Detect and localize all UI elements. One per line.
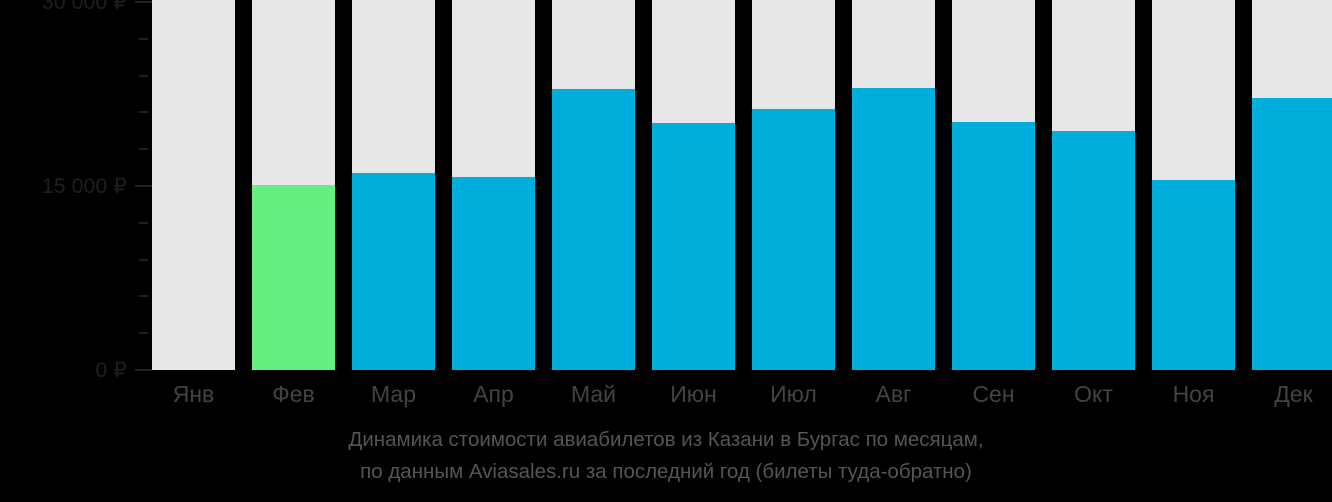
chart-caption: Динамика стоимости авиабилетов из Казани…: [0, 424, 1332, 488]
bar-value[interactable]: [1252, 98, 1332, 370]
bar-value[interactable]: [252, 184, 335, 370]
bar-column[interactable]: [452, 0, 535, 372]
x-axis-label: Авг: [875, 381, 912, 407]
y-axis-tick-mark: [139, 37, 148, 40]
bar-column[interactable]: [152, 0, 235, 372]
x-axis-label: Мар: [370, 381, 416, 407]
bar-value[interactable]: [652, 123, 735, 370]
caption-line-1: Динамика стоимости авиабилетов из Казани…: [348, 428, 984, 451]
x-axis-label: Фев: [272, 381, 315, 407]
bar-column[interactable]: [1052, 0, 1135, 372]
x-axis-label: Июл: [770, 381, 817, 407]
y-axis-tick-mark: [135, 185, 152, 187]
x-axis-labels: Янв Фев Мар Апр Май Июн Июл Авг Сен Окт Ноя Дек: [152, 372, 1332, 420]
bar-column[interactable]: [1152, 0, 1235, 372]
bar-value[interactable]: [1152, 180, 1235, 370]
x-axis-label: Апр: [473, 381, 514, 407]
bar-column[interactable]: [352, 0, 435, 372]
bar-column[interactable]: [1252, 0, 1332, 372]
y-axis-tick-mark: [139, 74, 148, 77]
y-axis-tick-mark: [139, 221, 148, 224]
plot-area: 30 000 ₽ 15 000 ₽ 0 ₽: [0, 0, 1332, 381]
y-axis-tick-mark: [135, 369, 152, 371]
y-axis-tick-label: 0 ₽: [95, 358, 127, 382]
bar-column[interactable]: [652, 0, 735, 372]
caption-line-2: по данным Aviasales.ru за последний год …: [360, 460, 972, 483]
y-axis-tick-label: 30 000 ₽: [41, 0, 127, 14]
bar-value[interactable]: [752, 109, 835, 370]
y-axis-tick-mark: [139, 295, 148, 298]
bar-column[interactable]: [252, 0, 335, 372]
x-axis-label: Ноя: [1172, 381, 1215, 407]
y-axis-tick-mark: [139, 258, 148, 261]
bar-value[interactable]: [1052, 131, 1135, 370]
y-axis-tick-mark: [139, 148, 148, 151]
bar-column[interactable]: [752, 0, 835, 372]
bar-column[interactable]: [852, 0, 935, 372]
bar-value[interactable]: [852, 88, 935, 370]
y-axis: 30 000 ₽ 15 000 ₽ 0 ₽: [0, 0, 152, 381]
bar-value[interactable]: [452, 177, 535, 370]
y-axis-tick-mark: [139, 332, 148, 335]
bar-column[interactable]: [552, 0, 635, 372]
x-axis-label: Май: [570, 381, 617, 407]
bar-value[interactable]: [952, 122, 1035, 370]
bar-value[interactable]: [552, 89, 635, 370]
bar-value[interactable]: [352, 173, 435, 370]
x-axis-label: Окт: [1074, 381, 1113, 407]
x-axis-label: Дек: [1274, 381, 1313, 407]
bar-column[interactable]: [952, 0, 1035, 372]
y-axis-tick-label: 15 000 ₽: [41, 174, 127, 198]
x-axis-label: Июн: [670, 381, 717, 407]
bar-track: [152, 0, 235, 370]
y-axis-tick-mark: [139, 111, 148, 114]
y-axis-tick-mark: [135, 1, 152, 3]
x-axis-label: Сен: [972, 381, 1015, 407]
x-axis-label: Янв: [172, 381, 215, 407]
bars-container: [152, 0, 1332, 372]
